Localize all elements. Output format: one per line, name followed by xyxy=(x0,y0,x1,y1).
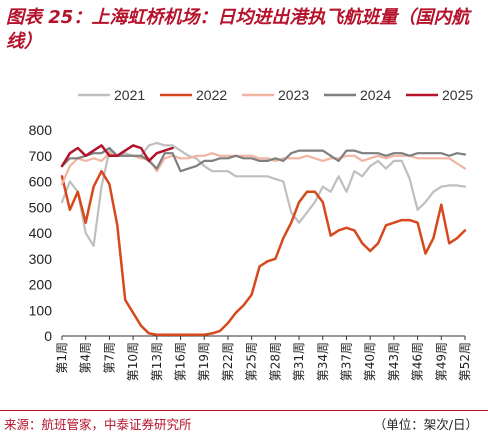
series-line-2025 xyxy=(60,144,174,168)
x-tick-label: 第16周 xyxy=(174,342,188,381)
x-tick-label: 第22周 xyxy=(221,342,235,381)
y-tick-label: 0 xyxy=(44,328,52,344)
y-tick-label: 600 xyxy=(29,174,53,190)
y-tick-label: 800 xyxy=(29,122,53,138)
x-tick-label: 第49周 xyxy=(434,342,448,381)
legend-label-2022: 2022 xyxy=(196,87,227,103)
y-tick-label: 200 xyxy=(29,277,53,293)
x-tick-label: 第52周 xyxy=(458,342,472,381)
y-tick-label: 100 xyxy=(29,302,53,318)
y-tick-label: 400 xyxy=(29,225,53,241)
legend-label-2025: 2025 xyxy=(442,87,473,103)
x-tick-label: 第7周 xyxy=(102,342,116,374)
x-tick-label: 第13周 xyxy=(150,342,164,381)
x-tick-label: 第25周 xyxy=(245,342,259,381)
x-tick-label: 第28周 xyxy=(268,342,282,381)
source-note: 来源：航班管家，中泰证券研究所 xyxy=(4,417,192,432)
legend-label-2024: 2024 xyxy=(360,87,391,103)
x-tick-label: 第40周 xyxy=(363,342,377,381)
x-tick-label: 第1周 xyxy=(55,342,69,374)
series-line-2022 xyxy=(60,169,467,336)
legend-label-2023: 2023 xyxy=(278,87,309,103)
footer-bar: 来源：航班管家，中泰证券研究所 （单位：架次/日） xyxy=(0,410,488,433)
x-tick-label: 第19周 xyxy=(197,342,211,381)
legend-label-2021: 2021 xyxy=(114,87,145,103)
chart-title: 图表 25：上海虹桥机场：日均进出港执飞航班量（国内航线） xyxy=(6,7,470,52)
x-tick-label: 第43周 xyxy=(387,342,401,381)
chart-area: 2021 2022 2023 2024 2025 0 100 200 300 400 500 600 7… xyxy=(29,87,474,381)
series-line-2024 xyxy=(60,146,467,173)
x-tick-label: 第31周 xyxy=(292,342,306,381)
x-tick-label: 第37周 xyxy=(339,342,353,381)
unit-note: （单位：架次/日） xyxy=(373,417,478,432)
x-tick-label: 第34周 xyxy=(316,342,330,381)
x-tick-label: 第4周 xyxy=(79,342,93,374)
x-tick-label: 第46周 xyxy=(411,342,425,381)
y-tick-label: 300 xyxy=(29,251,53,267)
y-tick-label: 500 xyxy=(29,199,53,215)
x-tick-label: 第10周 xyxy=(126,342,140,381)
y-tick-label: 700 xyxy=(29,148,53,164)
line-chart: 2021 2022 2023 2024 2025 0 100 200 300 400 500 600 7… xyxy=(29,87,474,381)
series-line-2021 xyxy=(60,141,467,247)
